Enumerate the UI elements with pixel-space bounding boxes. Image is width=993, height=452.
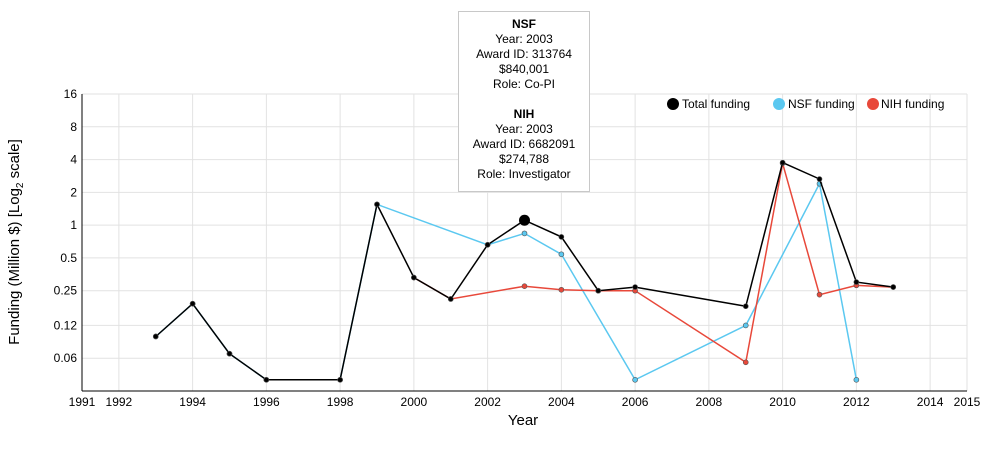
- total-funding-series: [152, 159, 897, 383]
- y-tick-label: 4: [70, 153, 77, 167]
- y-tick-label: 0.5: [60, 251, 77, 265]
- total-funding-point: [263, 377, 270, 383]
- legend-item-total-funding: Total funding: [667, 97, 750, 111]
- legend-item-nsf-funding: NSF funding: [773, 97, 855, 111]
- y-tick-label: 0.12: [54, 318, 78, 332]
- legend-label: NIH funding: [881, 97, 944, 111]
- nih-funding-point: [816, 291, 823, 298]
- y-tick-label: 16: [64, 87, 78, 101]
- x-tick-label: 2008: [696, 395, 723, 409]
- x-tick-label: 2014: [917, 395, 944, 409]
- y-axis-title-suffix: scale]: [6, 139, 23, 182]
- x-tick-label: 2006: [622, 395, 649, 409]
- nsf-funding-series: [152, 180, 860, 383]
- nsf-funding-point: [521, 230, 528, 237]
- axes: 0.06 0.12 0.25 0.5 1 2 4 8 16 1991 1992 1994 1996 199…: [54, 87, 981, 409]
- total-funding-point: [558, 234, 565, 240]
- tooltip-amount: $840,001: [498, 62, 550, 76]
- highlighted-data-point: [519, 214, 530, 226]
- legend-marker: [867, 98, 879, 110]
- data-point-tooltip: NSF Year: 2003 Award ID: 313764 $840,001…: [458, 11, 590, 192]
- tooltip-award-id: Award ID: 6682091: [472, 137, 576, 151]
- y-axis-title-subscript: 2: [15, 182, 26, 188]
- x-tick-label: 1992: [106, 395, 133, 409]
- nih-funding-point: [742, 359, 749, 366]
- y-axis-title: Funding (Million $) [Log2 scale]: [6, 139, 26, 345]
- x-tick-label: 1998: [327, 395, 354, 409]
- legend: Total funding NSF funding NIH funding: [667, 97, 944, 111]
- tooltip-agency: NIH: [513, 107, 535, 121]
- total-funding-point: [152, 333, 159, 340]
- y-tick-label: 8: [70, 120, 77, 134]
- x-tick-label: 2002: [474, 395, 501, 409]
- nih-funding-point: [521, 283, 528, 290]
- y-tick-label: 0.25: [54, 284, 78, 298]
- nsf-funding-line: [155, 181, 858, 381]
- total-funding-point: [890, 284, 897, 290]
- total-funding-point: [374, 201, 380, 208]
- tooltip-year: Year: 2003: [495, 32, 553, 46]
- nih-funding-point: [558, 286, 565, 293]
- total-funding-point: [595, 287, 602, 294]
- legend-item-nih-funding: NIH funding: [867, 97, 944, 111]
- nsf-funding-point: [558, 251, 565, 258]
- y-tick-label: 0.06: [54, 351, 78, 365]
- total-funding-point: [337, 377, 343, 383]
- legend-marker: [667, 98, 679, 110]
- x-tick-label: 1996: [253, 395, 280, 409]
- legend-label: Total funding: [682, 97, 750, 111]
- x-tick-label: 1994: [179, 395, 206, 409]
- y-tick-label: 1: [70, 218, 77, 232]
- total-funding-line: [155, 161, 894, 381]
- tooltip-year: Year: 2003: [495, 122, 553, 136]
- nsf-funding-point: [632, 377, 638, 383]
- total-funding-point: [447, 296, 454, 302]
- total-funding-point: [853, 279, 860, 285]
- total-funding-point: [226, 350, 233, 357]
- total-funding-point: [816, 176, 823, 182]
- total-funding-point: [742, 303, 749, 310]
- tooltip-nsf-block: NSF Year: 2003 Award ID: 313764 $840,001…: [459, 17, 589, 92]
- series-lines: [152, 159, 897, 383]
- x-tick-label: 2012: [843, 395, 870, 409]
- nsf-funding-point: [853, 377, 860, 383]
- total-funding-point: [484, 241, 491, 248]
- legend-marker: [773, 98, 785, 110]
- legend-label: NSF funding: [788, 97, 855, 111]
- x-axis-title: Year: [508, 412, 538, 429]
- tooltip-award-id: Award ID: 313764: [476, 47, 572, 61]
- total-funding-point: [779, 159, 786, 166]
- x-tick-label: 2015: [954, 395, 981, 409]
- total-funding-point: [189, 300, 196, 307]
- tooltip-agency: NSF: [512, 17, 536, 31]
- x-tick-label: 2010: [769, 395, 796, 409]
- tooltip-role: Role: Investigator: [477, 167, 571, 181]
- tooltip-nih-block: NIH Year: 2003 Award ID: 6682091 $274,78…: [459, 107, 589, 182]
- total-funding-point: [411, 274, 417, 281]
- x-tick-label: 1991: [69, 395, 96, 409]
- total-funding-point: [632, 284, 638, 290]
- nsf-funding-point: [742, 322, 749, 329]
- y-tick-label: 2: [70, 185, 77, 199]
- y-axis-title-prefix: Funding (Million $) [Log: [6, 188, 23, 345]
- x-tick-label: 2000: [401, 395, 428, 409]
- tooltip-amount: $274,788: [498, 152, 550, 166]
- tooltip-role: Role: Co-PI: [492, 77, 556, 91]
- x-tick-label: 2004: [548, 395, 575, 409]
